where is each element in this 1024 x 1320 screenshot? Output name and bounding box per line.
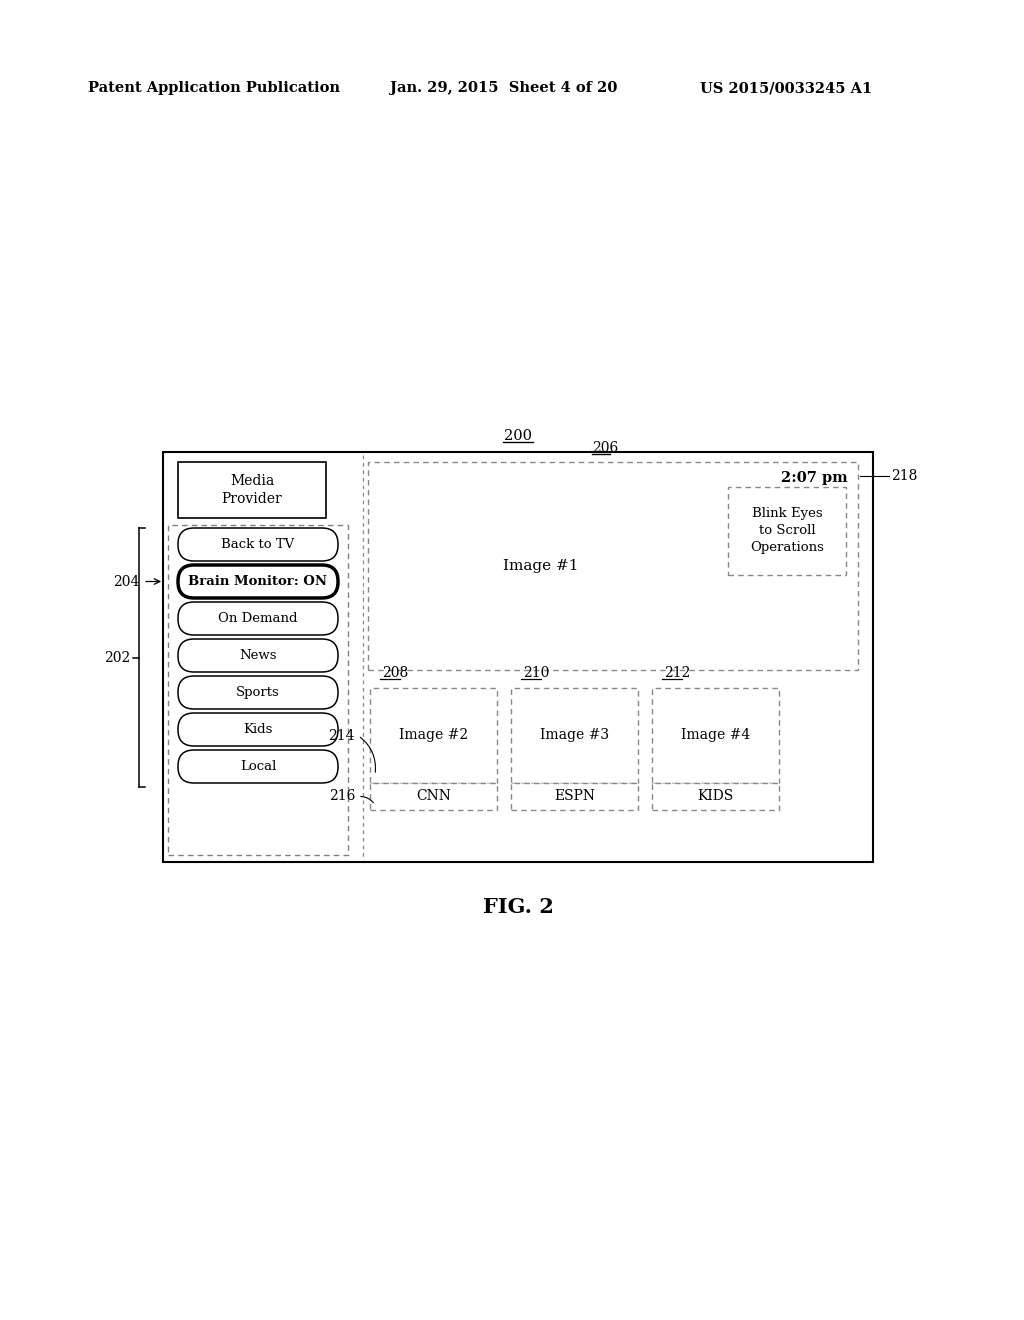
FancyBboxPatch shape	[178, 602, 338, 635]
Bar	[163, 451, 873, 862]
Text: On Demand: On Demand	[218, 612, 298, 624]
Bar	[178, 462, 326, 517]
Text: 206: 206	[592, 441, 618, 455]
Text: News: News	[240, 649, 276, 663]
Text: CNN: CNN	[416, 789, 451, 804]
Text: ESPN: ESPN	[554, 789, 595, 804]
FancyBboxPatch shape	[178, 713, 338, 746]
Text: Image #4: Image #4	[681, 729, 751, 742]
Bar	[168, 525, 348, 855]
Bar	[728, 487, 846, 576]
Bar	[370, 688, 497, 783]
FancyBboxPatch shape	[178, 639, 338, 672]
FancyBboxPatch shape	[178, 750, 338, 783]
Text: Sports: Sports	[237, 686, 280, 700]
Text: 216: 216	[329, 789, 355, 804]
Bar	[370, 783, 497, 810]
Text: Jan. 29, 2015  Sheet 4 of 20: Jan. 29, 2015 Sheet 4 of 20	[390, 81, 617, 95]
Bar	[652, 783, 779, 810]
FancyBboxPatch shape	[178, 565, 338, 598]
Text: US 2015/0033245 A1: US 2015/0033245 A1	[700, 81, 872, 95]
Text: Blink Eyes
to Scroll
Operations: Blink Eyes to Scroll Operations	[750, 507, 824, 554]
Text: 212: 212	[664, 667, 690, 680]
Text: 214: 214	[329, 729, 355, 742]
Text: 204: 204	[113, 574, 139, 589]
Text: Local: Local	[240, 760, 276, 774]
Bar	[511, 688, 638, 783]
Text: Image #3: Image #3	[540, 729, 609, 742]
Text: KIDS: KIDS	[697, 789, 733, 804]
Text: FIG. 2: FIG. 2	[482, 898, 553, 917]
Text: Image #2: Image #2	[399, 729, 468, 742]
Text: Patent Application Publication: Patent Application Publication	[88, 81, 340, 95]
Text: Back to TV: Back to TV	[221, 539, 295, 550]
Bar	[368, 462, 858, 671]
Text: Brain Monitor: ON: Brain Monitor: ON	[188, 576, 328, 587]
Bar	[511, 783, 638, 810]
Bar	[652, 688, 779, 783]
Text: 210: 210	[523, 667, 549, 680]
Text: Kids: Kids	[244, 723, 272, 737]
Text: 2:07 pm: 2:07 pm	[781, 471, 848, 484]
Text: Media
Provider: Media Provider	[221, 474, 283, 506]
FancyBboxPatch shape	[178, 676, 338, 709]
FancyBboxPatch shape	[178, 528, 338, 561]
Text: 218: 218	[891, 469, 918, 483]
Text: 200: 200	[504, 429, 532, 444]
Text: 202: 202	[103, 651, 130, 664]
Text: Image #1: Image #1	[503, 558, 579, 573]
Text: 208: 208	[382, 667, 409, 680]
